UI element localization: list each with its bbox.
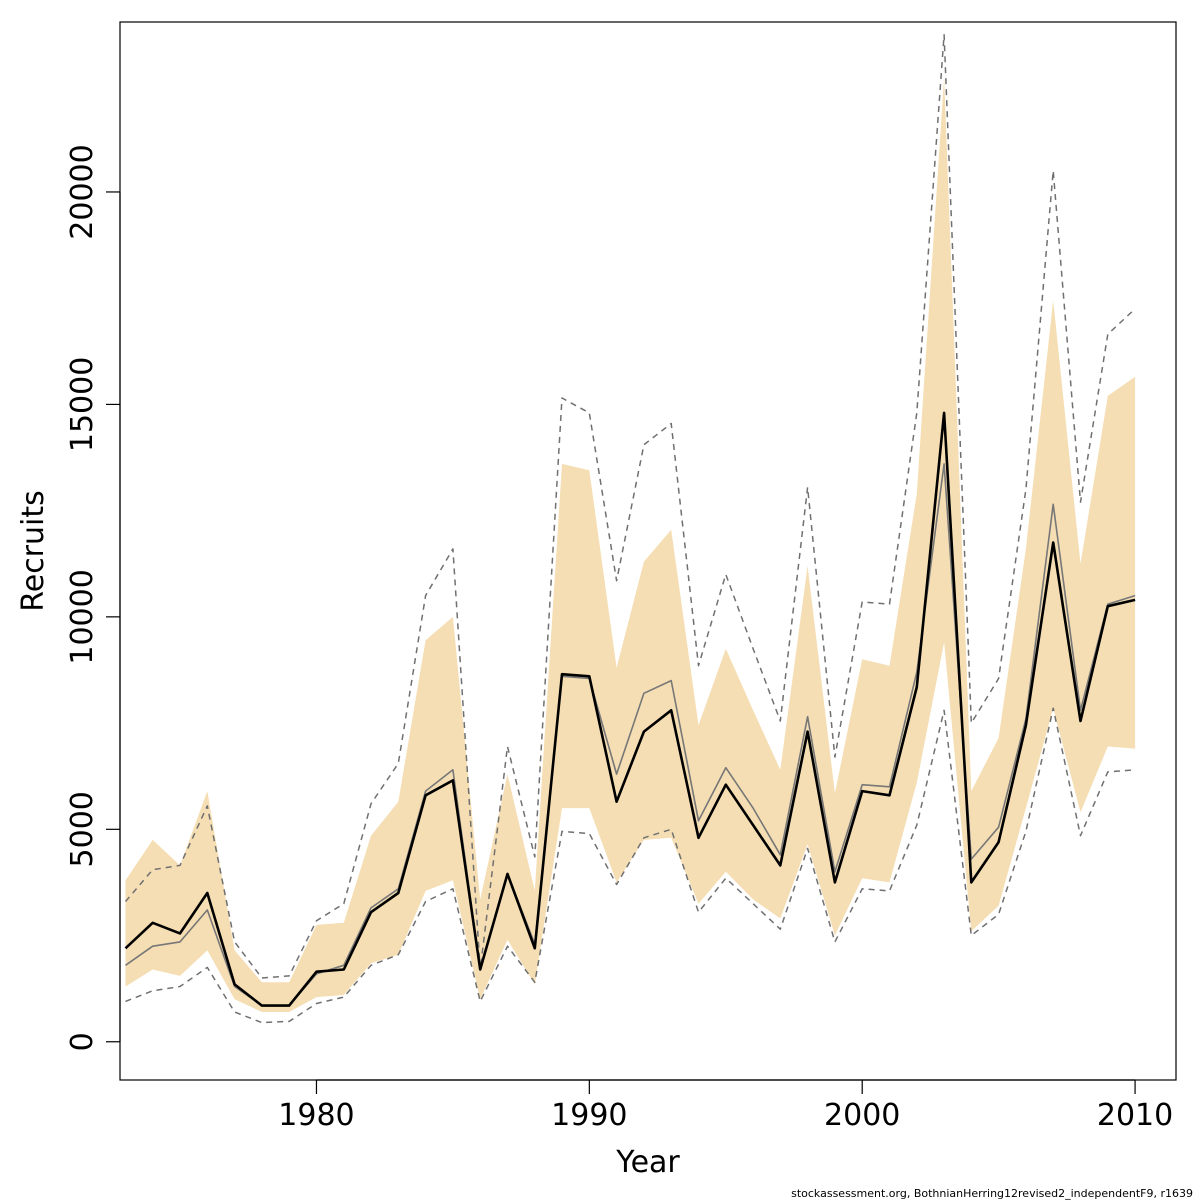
- confidence-band: [125, 77, 1136, 1012]
- point-estimate-line: [124, 411, 1136, 1007]
- y-axis-title: Recruits: [16, 490, 51, 612]
- upper-ci-line: [124, 33, 1136, 979]
- x-tick-label: 2010: [1097, 1098, 1173, 1133]
- plot-area: [124, 33, 1136, 1024]
- x-tick-label: 1990: [551, 1098, 627, 1133]
- y-tick-label: 10000: [65, 569, 100, 664]
- gray-estimate-line: [125, 463, 1136, 1007]
- y-tick-label: 20000: [65, 144, 100, 239]
- y-axis: 0 5000 10000 15000 20000: [65, 144, 121, 1051]
- y-tick-label: 15000: [65, 357, 100, 452]
- x-tick-label: 1980: [278, 1098, 354, 1133]
- x-axis-title: Year: [615, 1145, 680, 1180]
- y-tick-label: 0: [65, 1032, 100, 1051]
- x-tick-label: 2000: [824, 1098, 900, 1133]
- x-axis: 1980 1990 2000 2010: [278, 1079, 1173, 1133]
- footer-text: stockassessment.org, BothnianHerring12re…: [791, 1187, 1193, 1200]
- y-tick-label: 5000: [65, 791, 100, 867]
- lower-ci-line: [125, 707, 1136, 1024]
